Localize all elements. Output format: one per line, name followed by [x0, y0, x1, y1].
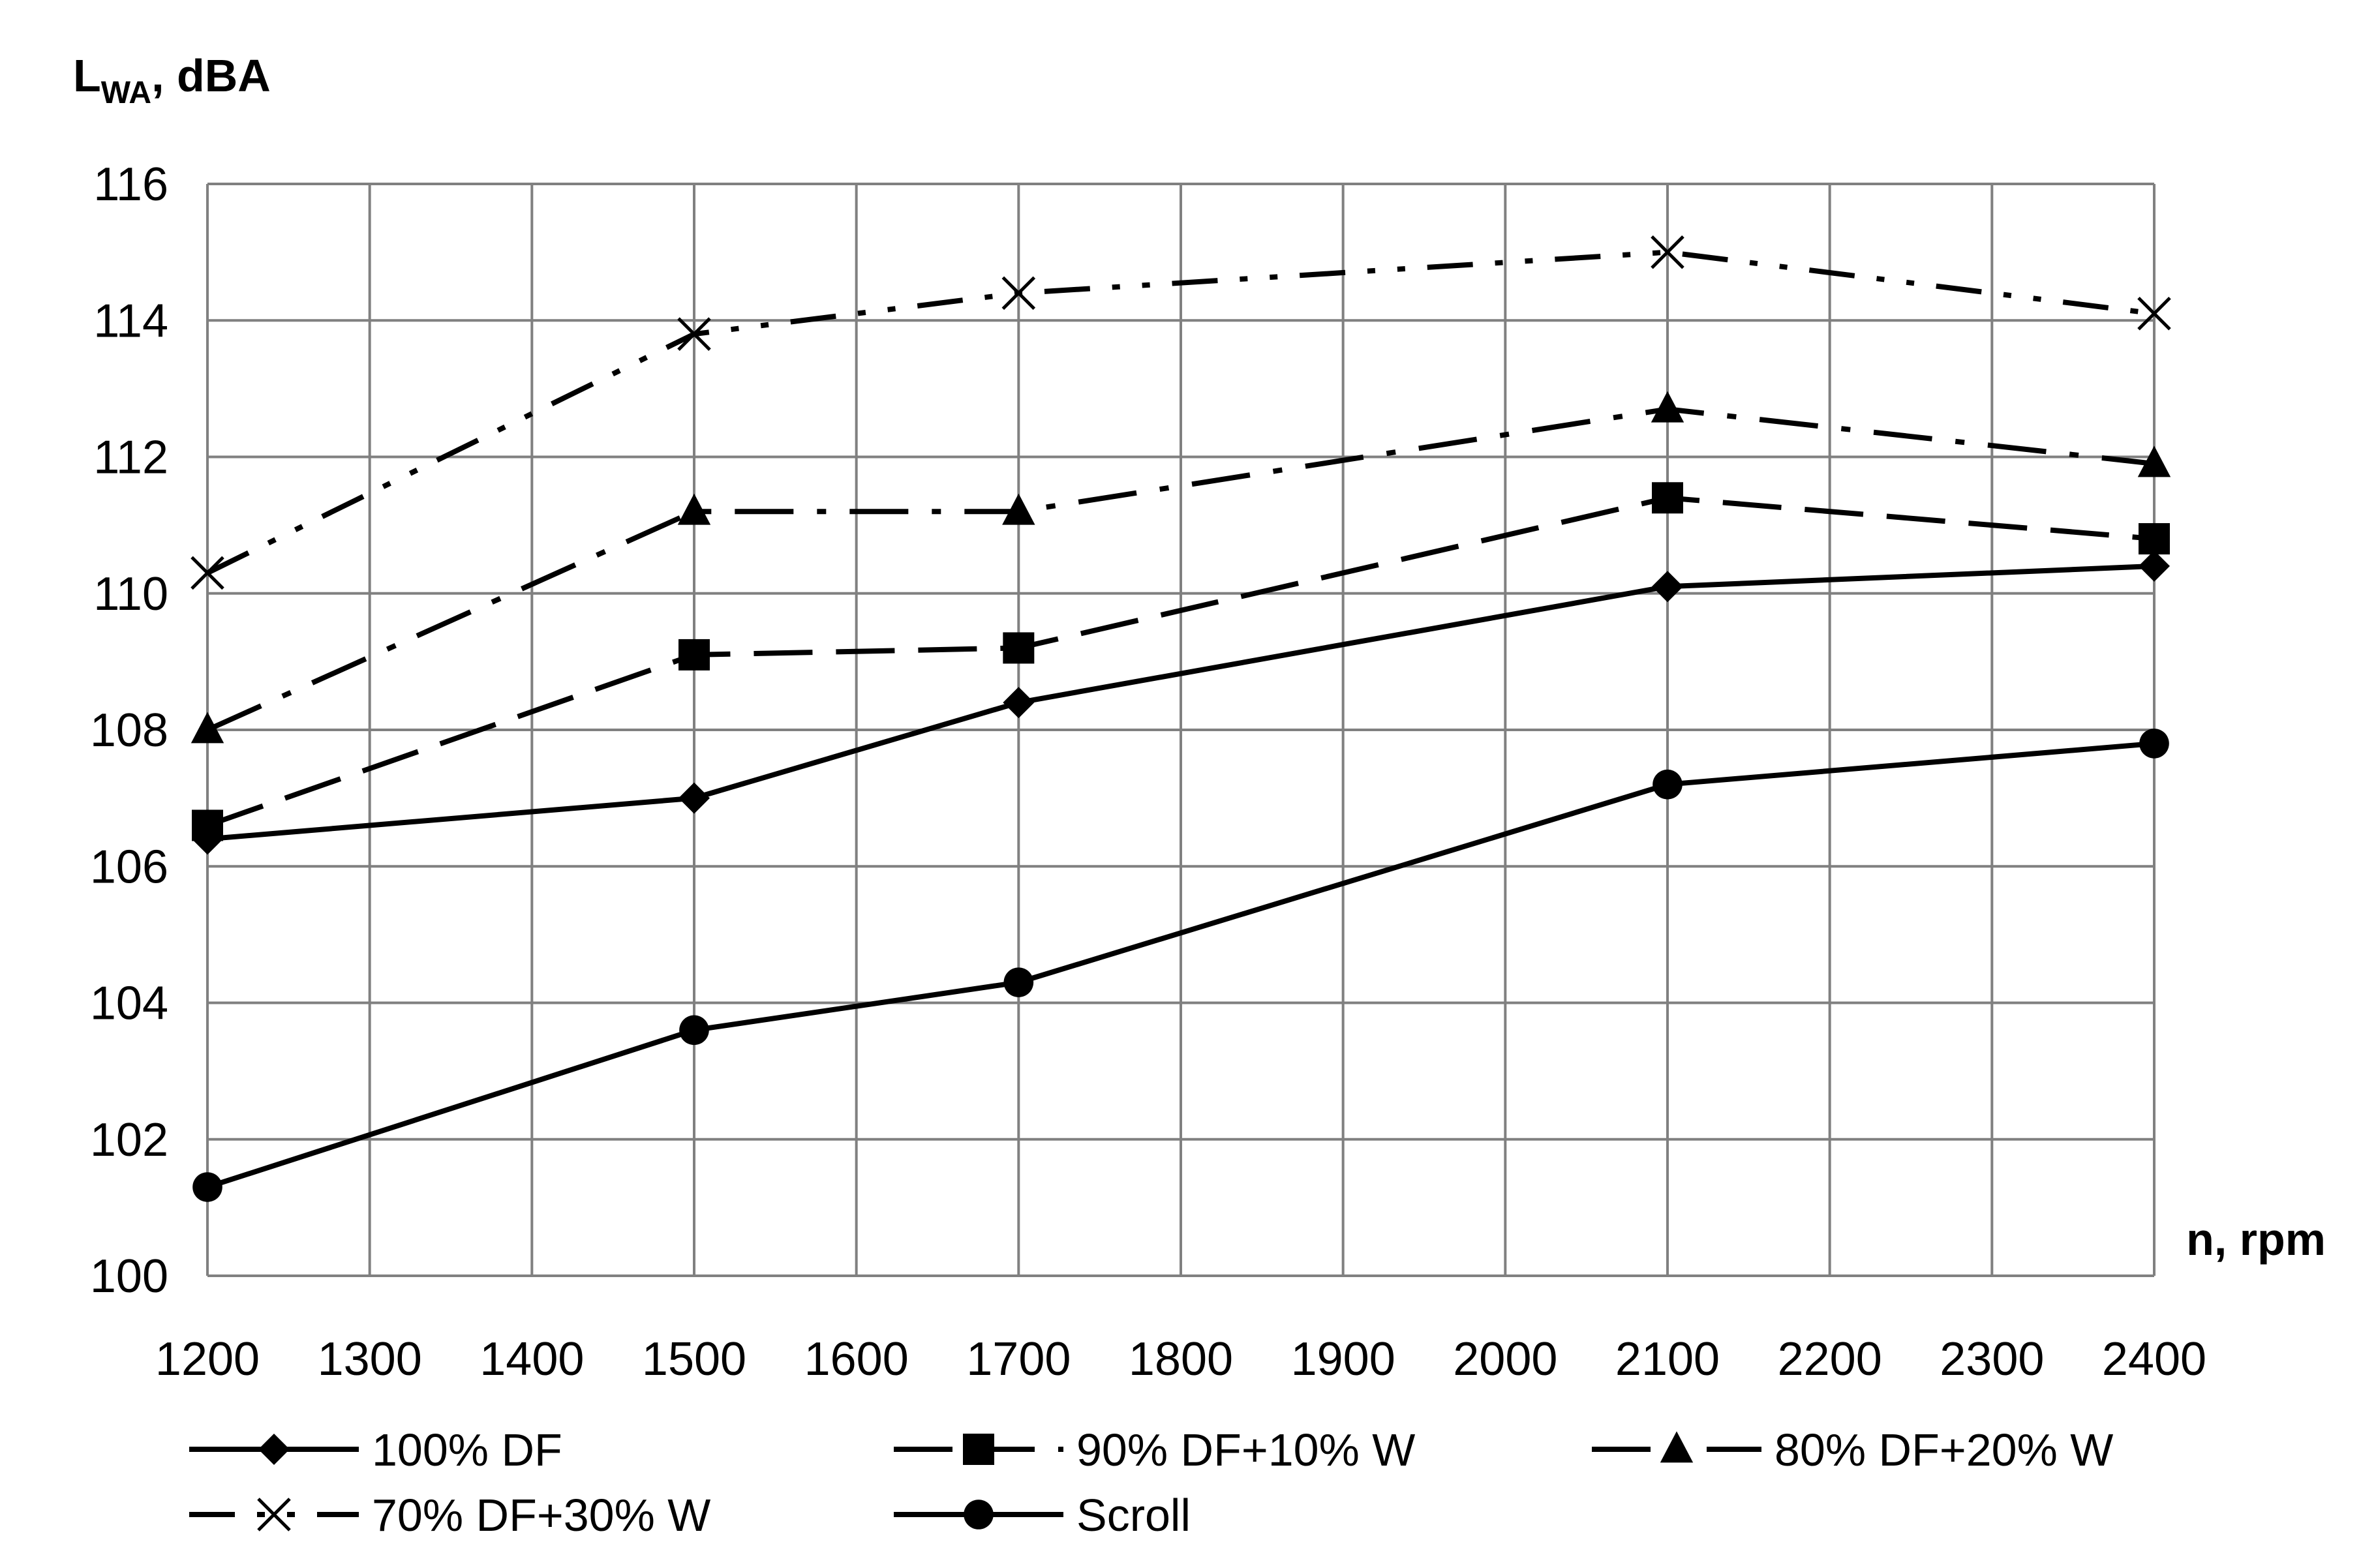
data-point-marker-circle	[679, 1015, 709, 1046]
x-tick-label: 1800	[1129, 1333, 1233, 1385]
data-point-marker-circle	[1003, 967, 1034, 997]
x-tick-label: 1400	[480, 1333, 584, 1385]
x-tick-label: 2100	[1615, 1333, 1720, 1385]
series-3	[190, 235, 2171, 590]
series-group	[190, 235, 2171, 1202]
y-tick-label: 102	[90, 1114, 168, 1166]
y-tick-label: 108	[90, 704, 168, 757]
legend-entry: 80% DF+20% W	[1592, 1425, 2113, 1475]
series-2	[190, 391, 2171, 744]
x-tick-label: 1900	[1291, 1333, 1395, 1385]
data-point-marker-triangle	[190, 712, 224, 744]
x-marker-stroke	[2137, 297, 2171, 331]
x-tick-label: 1200	[155, 1333, 260, 1385]
data-point-marker-square	[678, 639, 710, 671]
x-tick-label: 1600	[804, 1333, 909, 1385]
legend-label: 80% DF+20% W	[1775, 1425, 2113, 1475]
data-point-marker-triangle	[677, 493, 711, 525]
data-point-marker-x	[1001, 276, 1036, 310]
data-point-marker-diamond	[1003, 687, 1035, 719]
y-axis-label-subscript: WA	[101, 76, 151, 110]
data-point-marker-circle	[192, 1172, 222, 1202]
data-point-marker-x	[1651, 235, 1684, 269]
legend-label: Scroll	[1076, 1490, 1191, 1541]
data-point-marker-x	[190, 556, 224, 590]
data-point-marker-square	[963, 1434, 994, 1465]
legend: 100% DF 90% DF+10% W 80% DF+20% W 70% DF+30…	[189, 1425, 2113, 1541]
data-point-marker-circle	[1653, 769, 1683, 800]
data-point-marker-square	[1003, 632, 1035, 664]
x-marker-stroke	[677, 317, 711, 351]
data-point-marker-triangle	[1660, 1431, 1694, 1463]
y-tick-label: 114	[93, 295, 168, 347]
x-tick-label: 2300	[1940, 1333, 2044, 1385]
data-point-marker-diamond	[1652, 571, 1683, 603]
legend-entry: 100% DF	[189, 1425, 562, 1475]
y-tick-label: 100	[90, 1250, 168, 1303]
legend-label: 70% DF+30% W	[372, 1490, 710, 1541]
legend-entry: Scroll	[894, 1490, 1191, 1541]
y-axis-label: LWA, dBA	[73, 50, 271, 110]
y-axis-label-rest: , dBA	[151, 50, 271, 101]
x-marker-stroke	[1651, 235, 1684, 269]
series-4	[192, 729, 2169, 1202]
data-point-marker-square	[192, 809, 223, 841]
data-point-marker-triangle	[1002, 493, 1035, 525]
x-tick-label: 2400	[2102, 1333, 2206, 1385]
y-tick-label: 116	[93, 158, 168, 211]
data-point-marker-x	[257, 1498, 291, 1531]
x-marker-stroke	[190, 556, 224, 590]
y-tick-label: 106	[90, 841, 168, 893]
legend-label: 100% DF	[372, 1425, 562, 1475]
x-tick-label: 1700	[966, 1333, 1071, 1385]
x-marker-stroke	[257, 1498, 291, 1531]
y-tick-label: 104	[90, 978, 168, 1030]
series-1	[192, 482, 2170, 841]
data-point-marker-circle	[964, 1500, 994, 1530]
data-point-marker-triangle	[2137, 445, 2171, 477]
x-axis-ticks: 1200 1300 1400 1500 1600 1700 1800 1900 2000 2100…	[155, 1333, 2206, 1385]
y-tick-label: 110	[93, 568, 168, 620]
data-point-marker-x	[677, 317, 711, 351]
x-axis-label: n, rpm	[2186, 1214, 2326, 1265]
y-axis-label-main: L	[73, 50, 101, 101]
x-tick-label: 1500	[642, 1333, 746, 1385]
data-point-marker-square	[1652, 482, 1683, 514]
data-point-marker-circle	[2139, 729, 2169, 759]
legend-entry: 70% DF+30% W	[189, 1490, 710, 1541]
data-point-marker-diamond	[678, 782, 710, 814]
x-marker-stroke	[1001, 276, 1036, 310]
data-point-marker-triangle	[1651, 391, 1684, 423]
data-point-marker-diamond	[258, 1434, 290, 1465]
x-tick-label: 1300	[318, 1333, 422, 1385]
x-tick-label: 2200	[1778, 1333, 1882, 1385]
data-point-marker-diamond	[2139, 550, 2170, 582]
x-tick-label: 2000	[1453, 1333, 1557, 1385]
y-axis-ticks: 100 102 104 106 108 110 112 114 116	[90, 158, 168, 1303]
y-tick-label: 112	[93, 432, 168, 484]
legend-label: 90% DF+10% W	[1076, 1425, 1415, 1475]
data-point-marker-x	[2137, 297, 2171, 331]
legend-entry: 90% DF+10% W	[894, 1425, 1415, 1475]
data-point-marker-square	[2139, 523, 2170, 555]
